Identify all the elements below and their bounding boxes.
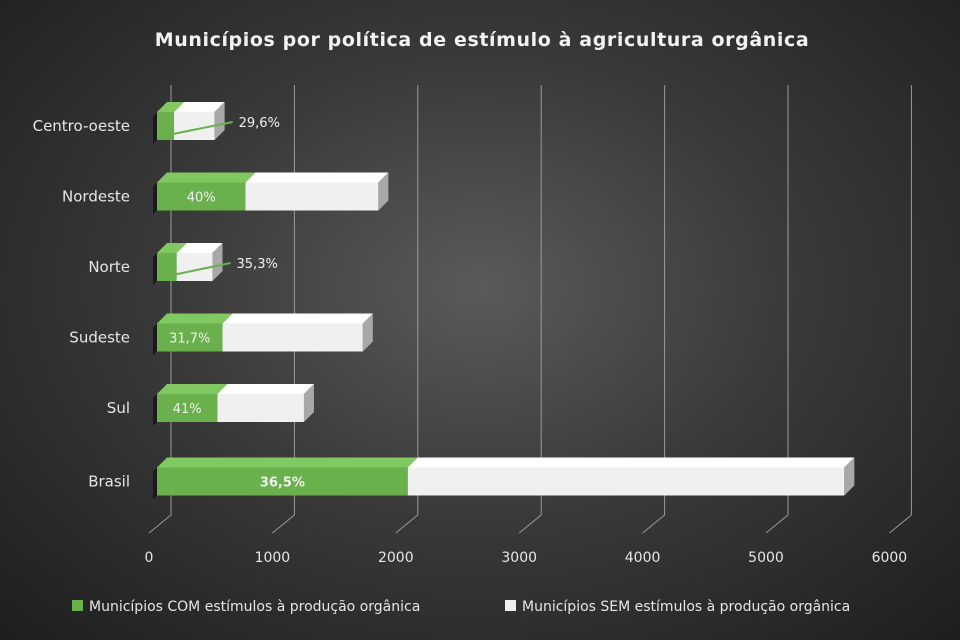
leader-line [162,262,231,278]
bar-front [157,394,218,422]
legend-label-sem: Municípios SEM estímulos à produção orgâ… [522,599,850,615]
bar-front [407,467,845,496]
legend-label-com: Municípios COM estímulos à produção orgâ… [89,599,420,615]
bar-top [157,243,187,253]
bar-segment [174,102,225,140]
legend: Municípios COM estímulos à produção orgâ… [72,599,850,615]
bar-segment [245,172,389,211]
bar-top [157,457,418,468]
bar-edge [153,112,157,144]
bar-edge [153,323,157,356]
bar-side [844,457,855,496]
data-labels: 29,6% 40% 35,3% 31,7% 41% 36,5% [162,116,305,491]
bar-front [157,112,175,140]
bar-front [157,253,177,281]
data-label: 31,7% [169,332,210,347]
bar-segment [217,384,314,422]
bar-top [407,457,855,468]
x-tick-label: 1000 [255,550,291,566]
legend-swatch-com [72,600,83,611]
x-tick-label: 3000 [501,550,537,566]
bar-edge [153,182,157,215]
bar-top [157,313,233,324]
chart-title: Municípios por política de estímulo à ag… [155,29,810,51]
x-tick-label: 0 [145,550,154,566]
bars [153,102,855,500]
x-tick-label: 6000 [872,550,908,566]
bar-top [176,243,223,253]
data-label: 36,5% [260,476,305,491]
bar-segment [222,313,373,352]
bar-segment [176,243,223,281]
data-label: 35,3% [237,257,278,272]
category-label: Nordeste [62,188,130,206]
bar-top [217,384,314,394]
category-label: Sul [107,399,130,417]
bar-segment [407,457,855,496]
bar-side [362,313,373,352]
leader-line [162,121,233,137]
bar-top [157,384,228,394]
data-label: 29,6% [239,116,280,131]
bar-top [157,102,185,112]
floor-line [889,514,912,534]
category-label: Brasil [88,473,130,491]
bar-side [214,102,225,140]
bar-side [303,384,314,422]
floor-line [272,514,295,534]
category-labels: Centro-oeste Nordeste Norte Sudeste Sul Brasi… [33,117,130,491]
bar-front [157,182,246,211]
bar-front [157,323,223,352]
data-label: 41% [173,402,202,417]
floor-line [642,514,665,534]
bar-top [157,172,256,183]
bar-edge [153,253,157,285]
bar-side [212,243,223,281]
x-axis-tick-labels: 0 1000 2000 3000 4000 5000 6000 [145,550,908,566]
category-label: Centro-oeste [33,117,130,135]
grid-lines [148,85,912,534]
bar-front [245,182,379,211]
bar-top [174,102,225,112]
x-tick-label: 2000 [378,550,414,566]
category-label: Sudeste [69,329,130,347]
bar-side [378,172,389,211]
data-label: 40% [187,191,216,206]
floor-line [148,514,172,534]
bar-front [222,323,363,352]
bar-front [157,467,408,496]
floor-line [765,514,789,534]
x-tick-label: 5000 [748,550,784,566]
floor-line [395,514,419,534]
category-label: Norte [88,258,130,276]
legend-swatch-sem [505,600,516,611]
floor-line [518,514,542,534]
bar-edge [153,394,157,426]
bar-segment [157,457,418,496]
bar-top [245,172,389,183]
bar-top [222,313,373,324]
bar-front [217,394,304,422]
bar-edge [153,467,157,500]
x-tick-label: 4000 [625,550,661,566]
